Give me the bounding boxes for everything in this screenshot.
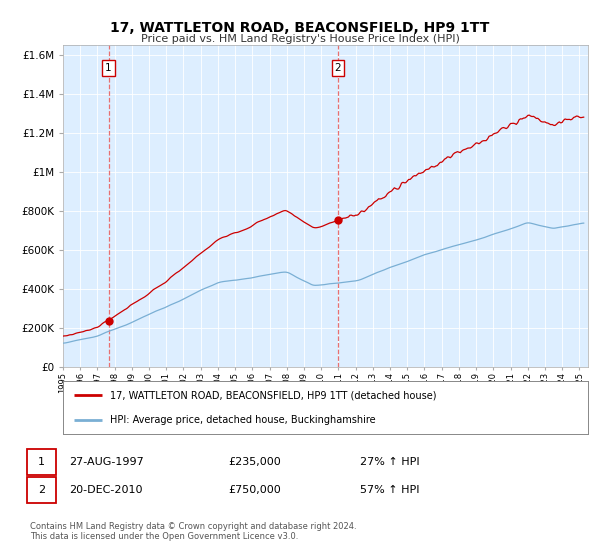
Text: 2: 2	[335, 63, 341, 73]
Text: 57% ↑ HPI: 57% ↑ HPI	[360, 485, 419, 495]
Text: 27% ↑ HPI: 27% ↑ HPI	[360, 457, 419, 467]
Text: 17, WATTLETON ROAD, BEACONSFIELD, HP9 1TT: 17, WATTLETON ROAD, BEACONSFIELD, HP9 1T…	[110, 21, 490, 35]
Text: 1: 1	[106, 63, 112, 73]
Text: Contains HM Land Registry data © Crown copyright and database right 2024.
This d: Contains HM Land Registry data © Crown c…	[30, 522, 356, 542]
Text: 1: 1	[38, 457, 45, 467]
Text: 2: 2	[38, 485, 45, 495]
Text: £750,000: £750,000	[228, 485, 281, 495]
Text: HPI: Average price, detached house, Buckinghamshire: HPI: Average price, detached house, Buck…	[110, 414, 376, 424]
Text: 17, WATTLETON ROAD, BEACONSFIELD, HP9 1TT (detached house): 17, WATTLETON ROAD, BEACONSFIELD, HP9 1T…	[110, 390, 437, 400]
Text: 27-AUG-1997: 27-AUG-1997	[69, 457, 144, 467]
Text: £235,000: £235,000	[228, 457, 281, 467]
Text: Price paid vs. HM Land Registry's House Price Index (HPI): Price paid vs. HM Land Registry's House …	[140, 34, 460, 44]
Text: 20-DEC-2010: 20-DEC-2010	[69, 485, 143, 495]
